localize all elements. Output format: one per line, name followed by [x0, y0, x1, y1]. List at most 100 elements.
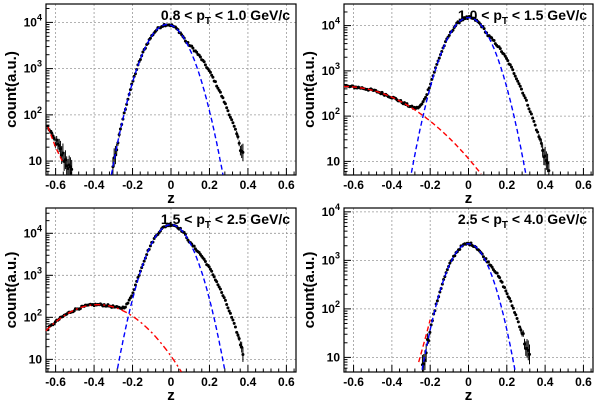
x-tick-label: -0.4 — [382, 178, 403, 192]
x-axis-label: z — [465, 190, 473, 207]
data-point — [212, 275, 216, 279]
data-point — [532, 119, 536, 123]
y-tick-exponent: 3 — [335, 250, 340, 260]
data-point — [498, 276, 502, 280]
x-tick-label: -0.4 — [382, 375, 403, 389]
x-tick-label: 0.4 — [240, 375, 257, 389]
fit-curve-signal — [421, 243, 516, 370]
data-point — [514, 77, 518, 81]
data-point — [510, 304, 514, 308]
data-point — [218, 287, 222, 291]
fit-curve-signal — [110, 23, 224, 175]
data-point — [126, 301, 130, 305]
data-point — [500, 280, 504, 284]
x-axis: -0.6 -0.4 -0.2 0 0.2 0.4 0.6 z — [343, 168, 592, 207]
y-tick-label: 104 — [24, 223, 42, 240]
x-axis-label: z — [465, 387, 473, 401]
chart-panel-4: -0.6 -0.4 -0.2 0 0.2 0.4 0.6 z 10 102 103 104 count(… — [301, 202, 594, 401]
data-point — [514, 313, 518, 317]
data-point — [230, 315, 234, 319]
data-point — [233, 325, 237, 329]
data-point — [216, 283, 220, 287]
data-point — [505, 292, 509, 296]
data-point — [527, 107, 531, 111]
data-point — [536, 130, 540, 134]
x-tick-label: 0.6 — [575, 178, 592, 192]
data-point — [533, 123, 537, 127]
data-point — [425, 93, 429, 97]
data-point — [225, 106, 229, 110]
data-point — [215, 280, 219, 284]
data-point — [220, 291, 224, 295]
y-tick-exponent: 2 — [335, 106, 340, 116]
title-lo: 1.0 < p — [458, 7, 502, 23]
title-sub: T — [205, 16, 211, 27]
data-point — [198, 55, 202, 59]
data-point — [517, 82, 521, 86]
x-tick-label: -0.4 — [84, 178, 105, 192]
x-tick-label: 0.2 — [498, 178, 515, 192]
data-point — [237, 141, 241, 145]
x-tick-label: -0.4 — [84, 375, 105, 389]
data-point — [236, 333, 240, 337]
x-tick-label: 0 — [168, 375, 175, 389]
chart-panel-1: -0.6 -0.4 -0.2 0 0.2 0.4 0.6 z 10 102 103 104 count(… — [3, 3, 297, 207]
data-point — [502, 52, 506, 56]
data-point — [486, 260, 490, 264]
data-point — [508, 63, 512, 67]
y-tick-exponent: 3 — [37, 59, 42, 69]
data-point — [528, 110, 532, 114]
data-points — [420, 241, 532, 372]
y-tick-exponent: 3 — [37, 265, 42, 275]
data-point — [515, 316, 519, 320]
x-tick-label: -0.6 — [343, 178, 364, 192]
data-point — [492, 39, 496, 43]
fit-curve-background — [45, 304, 182, 373]
y-tick-label: 102 — [24, 105, 42, 122]
data-point — [192, 244, 196, 248]
data-point — [123, 305, 127, 309]
data-points — [46, 222, 245, 362]
x-tick-label: -0.6 — [45, 375, 66, 389]
data-point — [503, 54, 507, 58]
data-point — [232, 321, 236, 325]
x-tick-label: -0.2 — [420, 178, 441, 192]
y-tick-exponent: 2 — [37, 307, 42, 317]
data-point — [508, 297, 512, 301]
grid — [344, 208, 593, 372]
x-tick-label: 0 — [465, 375, 472, 389]
data-point — [427, 86, 431, 90]
y-tick-label: 104 — [24, 12, 42, 29]
x-tick-label: -0.2 — [420, 375, 441, 389]
title-lo: 1.5 < p — [161, 211, 205, 227]
data-point — [511, 306, 515, 310]
data-point — [237, 337, 241, 341]
x-tick-label: 0.6 — [278, 178, 295, 192]
data-point — [531, 116, 535, 120]
title-lo: 0.8 < p — [161, 7, 205, 23]
data-point — [222, 296, 226, 300]
data-point — [424, 95, 428, 99]
data-point — [223, 298, 227, 302]
data-point — [526, 103, 530, 107]
data-point — [521, 332, 525, 336]
data-point — [458, 247, 462, 251]
data-point — [481, 255, 485, 259]
x-tick-label: 0 — [465, 178, 472, 192]
x-tick-label: 0.2 — [201, 178, 218, 192]
data-point — [213, 80, 217, 84]
y-axis-label: count(a.u.) — [3, 51, 20, 128]
y-tick-label: 10 — [327, 350, 341, 364]
data-point — [522, 93, 526, 97]
title-hi: < 1.5 GeV/c — [508, 7, 587, 23]
y-tick-exponent: 2 — [335, 299, 340, 309]
grid — [344, 4, 593, 175]
data-point — [207, 265, 211, 269]
data-point — [513, 74, 517, 78]
grid — [46, 4, 296, 175]
data-point — [511, 68, 515, 72]
chart-panel-2: -0.6 -0.4 -0.2 0 0.2 0.4 0.6 z 10 102 103 104 count(… — [301, 3, 594, 207]
data-point — [211, 75, 215, 79]
x-axis-label: z — [167, 190, 175, 207]
